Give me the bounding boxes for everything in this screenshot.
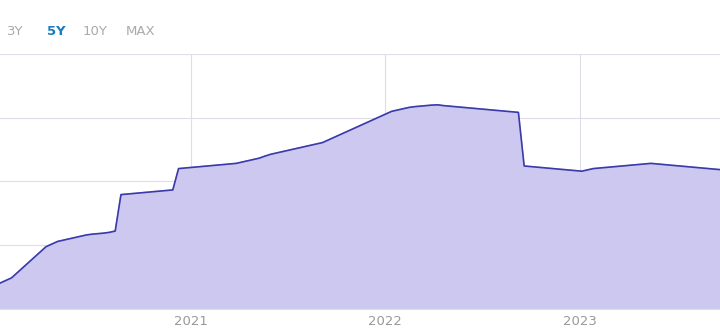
Text: 5Y: 5Y [47,26,66,38]
Text: 3Y: 3Y [7,26,24,38]
Text: MAX: MAX [126,26,156,38]
Text: 10Y: 10Y [83,26,108,38]
